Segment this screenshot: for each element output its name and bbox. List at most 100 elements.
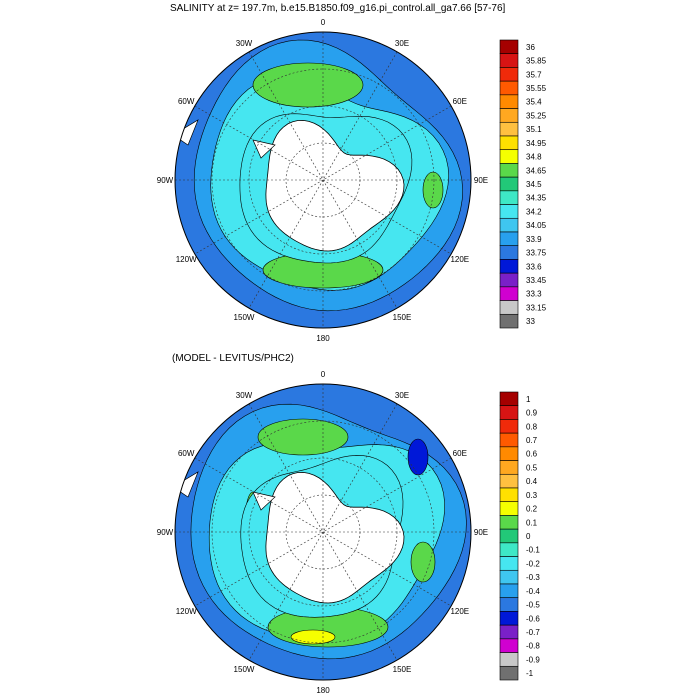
polar-map-bottom: 0 30E 60E 90E 120E 150E 180 150W 120W 90W 60W 30W (157, 370, 488, 695)
colorbar-swatch (499, 259, 519, 274)
green-salinity-region (410, 541, 436, 583)
longitude-label: 0 (321, 370, 326, 379)
colorbar-swatch (499, 190, 519, 205)
colorbar-swatch (499, 67, 519, 82)
longitude-label: 120W (176, 255, 197, 264)
colorbar-label: -0.9 (526, 655, 540, 664)
colorbar-label: 0.8 (526, 422, 538, 431)
colorbar-swatch (499, 652, 519, 667)
longitude-label: 90W (157, 528, 174, 537)
longitude-label: 90W (157, 176, 174, 185)
colorbar-bottom: 1 0.9 0.8 0.7 0.6 0.5 0.4 0.3 0.2 0.1 0 -0.1 -0.2 -0.… (499, 391, 540, 681)
longitude-label: 120W (176, 607, 197, 616)
polar-map-top: 0 30E 60E 90E 120E 150E 180 150W 120W 90W 60W 30W (157, 18, 488, 343)
longitude-label: 60W (178, 97, 195, 106)
colorbar-swatch (499, 542, 519, 557)
colorbar-swatch (499, 419, 519, 434)
colorbar-label: 35.55 (526, 84, 547, 93)
longitude-label: 150W (234, 665, 255, 674)
colorbar-swatch (499, 80, 519, 96)
colorbar-swatch (499, 665, 519, 681)
colorbar-swatch (499, 286, 519, 301)
longitude-label: 30E (395, 391, 409, 400)
colorbar-label: 35.4 (526, 98, 542, 107)
map-title-bottom: (MODEL - LEVITUS/PHC2) (172, 353, 294, 364)
green-salinity-region (422, 171, 444, 209)
colorbar-label: -0.2 (526, 559, 540, 568)
colorbar-label: 0.1 (526, 518, 538, 527)
map-boundary (174, 383, 472, 681)
colorbar-label: 0.9 (526, 409, 538, 418)
longitude-gridline (194, 457, 452, 607)
longitude-label: 30W (236, 39, 253, 48)
green-salinity-region (252, 62, 364, 108)
antarctic-peninsula (252, 491, 276, 511)
yellow-anomaly-region (290, 629, 336, 645)
colorbar-swatch (499, 624, 519, 640)
colorbar-label: 33 (526, 317, 535, 326)
colorbar-label: 33.3 (526, 290, 542, 299)
colorbar-label: 34.05 (526, 221, 547, 230)
blue-anomaly-region (407, 438, 429, 476)
longitude-label: 120E (450, 255, 469, 264)
colorbar-label: 0.7 (526, 436, 538, 445)
longitude-label: 0 (321, 18, 326, 27)
longitude-label: 60E (453, 449, 467, 458)
colorbar-label: 35.7 (526, 70, 542, 79)
longitude-label: 60W (178, 449, 195, 458)
colorbar-swatch (499, 583, 519, 599)
longitude-label: 180 (316, 686, 330, 695)
longitude-label: 120E (450, 607, 469, 616)
colorbar-label: -0.7 (526, 628, 540, 637)
colorbar-swatch (499, 217, 519, 233)
colorbar-swatch (499, 121, 519, 137)
longitude-label: 150E (393, 313, 412, 322)
colorbar-swatch (499, 53, 519, 68)
colorbar-label: 33.9 (526, 235, 542, 244)
colorbar-swatch (499, 473, 519, 489)
colorbar-swatch (499, 108, 519, 123)
colorbar-label: -0.5 (526, 601, 540, 610)
colorbar-swatch (499, 460, 519, 475)
colorbar-swatch (499, 163, 519, 178)
colorbar-label: 34.8 (526, 153, 542, 162)
colorbar-swatch (499, 569, 519, 585)
antarctica-land (265, 471, 405, 604)
longitude-gridline (194, 105, 452, 255)
colorbar-swatch (499, 487, 519, 503)
colorbar-top: 36 35.85 35.7 35.55 35.4 35.25 35.1 34.95 34.8 34… (499, 39, 547, 329)
longitude-label: 150W (234, 313, 255, 322)
colorbar-swatch (499, 556, 519, 571)
colorbar-swatch (499, 432, 519, 448)
colorbar-swatch (499, 515, 519, 530)
antarctic-peninsula (252, 139, 276, 159)
map-boundary (174, 31, 472, 329)
colorbar-label: -0.6 (526, 614, 540, 623)
colorbar-label: 0.4 (526, 477, 538, 486)
colorbar-swatch (499, 272, 519, 288)
colorbar-swatch (499, 39, 519, 55)
colorbar-swatch (499, 135, 519, 151)
longitude-label: 30E (395, 39, 409, 48)
colorbar-label: 1 (526, 395, 531, 404)
colorbar-label: 33.6 (526, 262, 542, 271)
antarctica-land (265, 119, 405, 252)
colorbar-swatch (499, 149, 519, 164)
colorbar-label: 34.35 (526, 194, 547, 203)
colorbar-label: -0.4 (526, 587, 540, 596)
colorbar-swatch (499, 597, 519, 612)
colorbar-swatch (499, 446, 519, 461)
longitude-label: 90E (474, 176, 488, 185)
colorbar-label: 0.2 (526, 505, 538, 514)
colorbar-swatch (499, 300, 519, 315)
colorbar-swatch (499, 231, 519, 247)
map-title-top: SALINITY at z= 197.7m, b.e15.B1850.f09_g… (170, 3, 506, 14)
colorbar-label: -0.8 (526, 642, 540, 651)
colorbar-label: 34.5 (526, 180, 542, 189)
colorbar-swatch (499, 391, 519, 407)
colorbar-label: 35.85 (526, 57, 547, 66)
colorbar-label: 34.65 (526, 166, 547, 175)
colorbar-label: 34.95 (526, 139, 547, 148)
colorbar-swatch (499, 501, 519, 516)
